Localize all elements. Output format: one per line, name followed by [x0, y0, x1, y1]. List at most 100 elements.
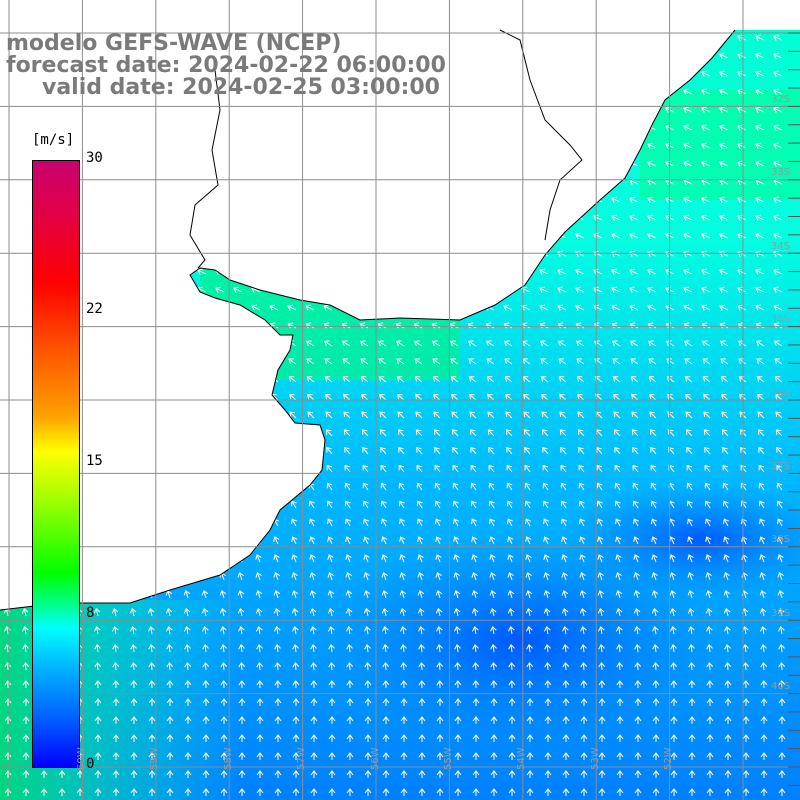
wind-arrow: [688, 734, 696, 742]
wind-arrow: [201, 607, 209, 617]
wind-arrow: [629, 142, 639, 149]
wind-arrow: [539, 268, 549, 275]
wind-arrow: [399, 536, 406, 545]
wind-arrow: [539, 304, 549, 311]
wind-arrow: [688, 752, 696, 760]
wind-arrow: [561, 607, 569, 617]
wind-arrow: [363, 625, 371, 635]
wind-arrow: [143, 232, 153, 239]
wind-arrow: [647, 214, 657, 221]
wind-arrow: [217, 411, 225, 419]
wind-arrow: [161, 142, 171, 149]
wind-arrow: [598, 698, 606, 706]
wind-arrow: [539, 232, 549, 239]
wind-arrow: [634, 734, 642, 742]
wind-arrow: [126, 358, 135, 365]
wind-arrow: [703, 429, 711, 437]
wind-arrow: [89, 250, 99, 257]
wind-arrow: [503, 304, 513, 311]
wind-arrow: [19, 429, 27, 437]
wind-arrow: [724, 680, 732, 689]
wind-arrow: [346, 788, 354, 796]
wind-arrow: [400, 662, 408, 671]
wind-arrow: [273, 590, 281, 599]
wind-arrow: [652, 698, 660, 706]
wind-arrow: [252, 376, 261, 383]
wind-arrow: [341, 160, 351, 167]
wind-arrow: [756, 358, 765, 365]
wind-arrow: [361, 411, 369, 419]
wind-arrow: [345, 590, 353, 599]
wind-arrow: [557, 268, 567, 275]
wind-arrow: [22, 644, 29, 653]
wind-arrow: [773, 124, 783, 131]
wind-arrow: [395, 250, 405, 257]
wind-arrow: [706, 680, 714, 689]
wind-arrow: [593, 304, 603, 311]
wind-arrow: [575, 88, 585, 95]
wind-arrow: [220, 752, 228, 760]
wind-arrow: [143, 250, 153, 257]
wind-arrow: [737, 52, 747, 59]
wind-arrow: [364, 770, 372, 778]
wind-arrow: [454, 752, 462, 760]
wind-arrow: [341, 106, 351, 113]
wind-arrow: [17, 286, 27, 293]
wind-arrow: [346, 770, 354, 778]
wind-arrow: [614, 464, 621, 473]
wind-arrow: [17, 88, 27, 95]
wind-arrow: [593, 160, 603, 167]
wind-arrow: [778, 644, 785, 653]
wind-arrow: [454, 788, 462, 796]
wind-arrow: [219, 590, 227, 599]
wind-arrow: [485, 142, 495, 149]
wind-arrow: [557, 52, 567, 59]
wind-arrow: [413, 268, 423, 275]
wind-arrow: [107, 322, 117, 329]
wind-arrow: [688, 644, 695, 653]
wind-arrow: [614, 500, 621, 509]
wind-arrow: [649, 429, 657, 437]
wind-arrow: [166, 644, 173, 653]
latitude-label: 39S: [771, 607, 791, 619]
wind-arrow: [22, 770, 30, 778]
wind-arrow: [757, 429, 765, 437]
wind-arrow: [307, 411, 315, 419]
latitude-label: 38S: [771, 534, 791, 546]
wind-arrow: [597, 536, 604, 545]
wind-arrow: [579, 518, 586, 527]
wind-arrow: [237, 625, 245, 635]
wind-arrow: [723, 625, 731, 635]
wind-arrow: [269, 160, 279, 167]
wind-arrow: [616, 662, 624, 671]
wind-arrow: [651, 607, 659, 617]
wind-arrow: [182, 447, 189, 455]
wind-arrow: [146, 464, 153, 473]
wind-arrow: [486, 358, 495, 365]
wind-arrow: [179, 214, 189, 221]
wind-arrow: [434, 447, 441, 455]
wind-arrow: [453, 518, 460, 527]
wind-arrow: [737, 232, 747, 239]
wind-arrow: [611, 88, 621, 95]
wind-arrow: [4, 788, 12, 796]
wind-arrow: [413, 142, 423, 149]
wind-arrow: [629, 70, 639, 77]
wind-arrow: [215, 232, 225, 239]
wind-arrow: [755, 160, 765, 167]
wind-arrow: [539, 160, 549, 167]
wind-arrow: [485, 250, 495, 257]
wind-arrow: [238, 644, 245, 653]
wind-arrow: [508, 770, 516, 778]
wind-arrow: [508, 698, 516, 706]
wind-arrow: [112, 698, 120, 706]
wind-arrow: [325, 429, 333, 437]
wind-arrow: [310, 788, 318, 796]
wind-arrow: [110, 500, 117, 509]
wind-arrow: [323, 106, 333, 113]
wind-arrow: [179, 196, 189, 203]
wind-arrow: [380, 500, 387, 509]
wind-arrow: [130, 734, 138, 742]
wind-arrow: [94, 716, 102, 724]
